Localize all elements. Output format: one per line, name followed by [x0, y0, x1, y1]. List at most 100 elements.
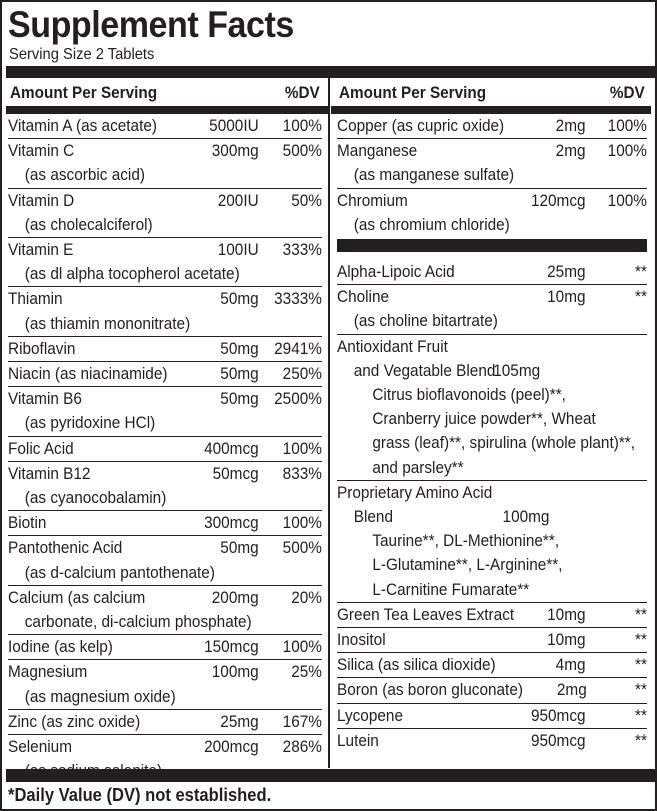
nutrient-dv: 100%	[282, 638, 322, 657]
nutrient-subname: (as magnesium oxide)	[24, 687, 176, 706]
nutrient-name: Vitamin B12	[8, 464, 91, 483]
left-header: Amount Per Serving %DV	[8, 80, 322, 106]
nutrient-dv: 500%	[282, 539, 322, 558]
nutrient-name: Green Tea Leaves Extract	[337, 605, 515, 624]
right-header: Amount Per Serving %DV	[337, 80, 647, 106]
nutrient-row: Antioxidant Fruit and Vegatable Blend 105m…	[337, 335, 647, 481]
nutrient-amount: 10mg	[547, 605, 586, 624]
nutrient-amount: 200mg	[211, 588, 259, 607]
nutrient-name: Calcium (as calcium	[8, 588, 146, 607]
nutrient-row: Chromium 120mcg 100% (as chromium chloride)	[337, 189, 647, 237]
dv-header: %DV	[285, 83, 320, 102]
nutrient-row: Folic Acid 400mcg 100%	[8, 437, 322, 462]
nutrient-amount: 400mcg	[204, 439, 259, 458]
nutrient-name: Silica (as silica dioxide)	[337, 656, 496, 675]
nutrient-name: Folic Acid	[8, 439, 74, 458]
blend-ingredients: L-Glutamine**, L-Arginine**,	[372, 556, 563, 575]
nutrient-dv: 333%	[282, 241, 322, 260]
nutrient-name: Manganese	[337, 142, 418, 161]
nutrient-row: Lycopene 950mcg **	[337, 704, 647, 729]
nutrient-dv: 3333%	[274, 290, 322, 309]
footnote: *Daily Value (DV) not established.	[8, 785, 272, 805]
nutrient-subname: (as dl alpha tocopherol acetate)	[24, 265, 240, 284]
nutrient-dv: 833%	[282, 464, 322, 483]
nutrient-dv: **	[634, 681, 647, 700]
nutrient-subname: (as manganese sulfate)	[353, 166, 515, 185]
blend-ingredients: and parsley**	[372, 458, 464, 477]
nutrient-dv: 286%	[282, 738, 322, 757]
nutrient-name: Inositol	[337, 631, 386, 650]
divider-thick	[6, 66, 655, 78]
nutrient-amount: 25mg	[220, 712, 259, 731]
nutrient-row: Vitamin E 100IU 333% (as dl alpha tocophero…	[8, 238, 322, 288]
nutrient-dv: 2500%	[274, 390, 322, 409]
nutrient-subname: (as pyridoxine HCl)	[24, 414, 156, 433]
nutrient-row: Niacin (as niacinamide) 50mg 250%	[8, 362, 322, 388]
nutrient-row: Thiamin 50mg 3333% (as thiamin mononitrate)	[8, 287, 322, 337]
nutrient-row: Riboflavin 50mg 2941%	[8, 337, 322, 363]
nutrient-name: Boron (as boron gluconate)	[337, 681, 523, 700]
nutrient-amount: 950mcg	[530, 706, 586, 725]
dv-header: %DV	[610, 83, 645, 102]
nutrient-amount: 100mg	[502, 508, 550, 527]
nutrient-name: Vitamin E	[8, 241, 74, 260]
nutrient-subname: (as cyanocobalamin)	[24, 489, 167, 508]
left-column: Amount Per Serving %DV Vitamin A (as ace…	[6, 80, 328, 783]
nutrient-row: Pantothenic Acid 50mg 500% (as d-calcium pa…	[8, 536, 322, 586]
nutrient-name: Vitamin B6	[8, 390, 82, 409]
blend-ingredients: grass (leaf)**, spirulina (whole plant)*…	[372, 434, 636, 453]
nutrient-dv: 500%	[282, 142, 322, 161]
nutrient-dv: 100%	[282, 514, 322, 533]
nutrient-name: Antioxidant Fruit	[337, 337, 448, 356]
nutrient-row: Vitamin A (as acetate) 5000IU 100%	[8, 114, 322, 140]
panel-title: Supplement Facts	[8, 4, 294, 45]
column-divider	[328, 78, 330, 768]
nutrient-amount: 2mg	[556, 681, 587, 700]
nutrient-name: Copper (as cupric oxide)	[337, 117, 505, 135]
nutrient-row: Silica (as silica dioxide) 4mg **	[337, 653, 647, 679]
nutrient-dv: 2941%	[274, 339, 322, 358]
nutrient-subname: (as choline bitartrate)	[353, 312, 498, 331]
nutrient-row: Magnesium 100mg 25% (as magnesium oxide)	[8, 660, 322, 710]
nutrient-amount: 25mg	[547, 263, 586, 282]
nutrient-row: Vitamin D 200IU 50% (as cholecalciferol)	[8, 189, 322, 239]
nutrient-row: Manganese 2mg 100% (as manganese sulfate)	[337, 139, 647, 189]
nutrient-amount: 100mg	[211, 663, 259, 682]
nutrient-name: Alpha-Lipoic Acid	[337, 263, 455, 282]
nutrient-amount: 200IU	[217, 191, 259, 210]
nutrient-row: Vitamin C 300mg 500% (as ascorbic acid)	[8, 139, 322, 189]
nutrient-row: Choline 10mg ** (as choline bitartrate)	[337, 285, 647, 335]
nutrient-dv: **	[634, 731, 647, 750]
nutrient-amount: 150mcg	[204, 638, 259, 657]
nutrient-row: Copper (as cupric oxide) 2mg 100%	[337, 114, 647, 140]
nutrient-subname: carbonate, di-calcium phosphate)	[24, 613, 252, 632]
nutrient-dv: 100%	[282, 117, 322, 135]
nutrient-row: Boron (as boron gluconate) 2mg **	[337, 678, 647, 704]
divider-thick	[337, 239, 647, 253]
nutrient-row: Iodine (as kelp) 150mcg 100%	[8, 635, 322, 661]
divider-thick	[6, 106, 328, 114]
nutrient-dv: **	[634, 605, 647, 624]
nutrient-name: Niacin (as niacinamide)	[8, 365, 168, 384]
nutrient-subname: (as cholecalciferol)	[24, 215, 153, 234]
nutrient-name: Zinc (as zinc oxide)	[8, 712, 141, 731]
nutrient-row: Alpha-Lipoic Acid 25mg **	[337, 260, 647, 286]
nutrient-amount: 50mg	[220, 290, 259, 309]
nutrient-name: Iodine (as kelp)	[8, 638, 113, 657]
nutrient-name: Biotin	[8, 514, 47, 533]
nutrient-amount: 50mg	[220, 339, 259, 358]
nutrient-amount: 50mcg	[212, 464, 259, 483]
amount-header: Amount Per Serving	[339, 83, 487, 102]
blend-ingredients: Cranberry juice powder**, Wheat	[372, 410, 596, 429]
nutrient-amount: 200mcg	[204, 738, 259, 757]
serving-size: Serving Size 2 Tablets	[9, 46, 155, 63]
nutrient-name: Vitamin C	[8, 142, 75, 161]
nutrient-name: Selenium	[8, 738, 72, 757]
right-column: Amount Per Serving %DV Copper (as cupric…	[331, 80, 651, 753]
nutrient-subname: (as chromium chloride)	[353, 215, 510, 234]
nutrient-amount: 2mg	[555, 117, 586, 135]
nutrient-dv: 20%	[291, 588, 322, 607]
nutrient-dv: 100%	[607, 191, 647, 210]
nutrient-dv: **	[634, 656, 647, 675]
